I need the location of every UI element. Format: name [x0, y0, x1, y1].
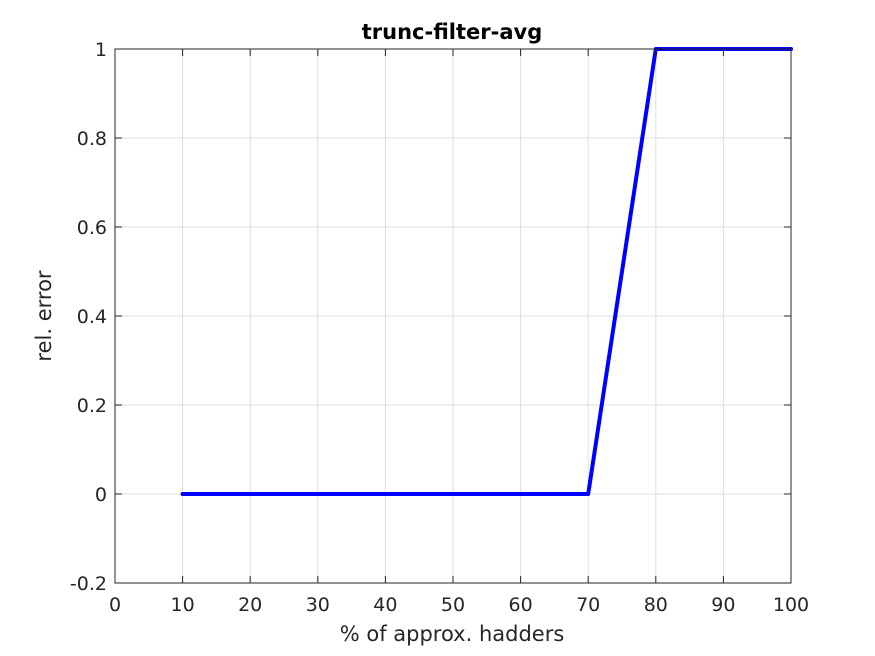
y-tick-label: 0.8 — [77, 128, 107, 150]
x-tick-label: 90 — [711, 594, 735, 616]
x-tick-labels: 0 10 20 30 40 50 60 70 80 90 100 — [109, 594, 809, 616]
x-tick-label: 10 — [171, 594, 195, 616]
x-axis-label: % of approx. hadders — [340, 622, 565, 646]
x-tick-label: 80 — [644, 594, 668, 616]
x-tick-label: 0 — [109, 594, 121, 616]
x-tick-label: 60 — [509, 594, 533, 616]
chart-title: trunc-filter-avg — [362, 20, 542, 44]
y-tick-label: -0.2 — [70, 573, 107, 595]
x-tick-label: 40 — [373, 594, 397, 616]
y-tick-label: 0 — [95, 484, 107, 506]
x-tick-label: 70 — [576, 594, 600, 616]
x-tick-label: 50 — [441, 594, 465, 616]
y-tick-labels: -0.2 0 0.2 0.4 0.6 0.8 1 — [70, 39, 107, 595]
y-tick-label: 0.4 — [77, 306, 107, 328]
x-tick-label: 20 — [238, 594, 262, 616]
x-tick-label: 100 — [773, 594, 809, 616]
y-tick-label: 0.6 — [77, 217, 107, 239]
tick-marks — [114, 48, 792, 584]
x-tick-label: 30 — [306, 594, 330, 616]
y-tick-label: 1 — [95, 39, 107, 61]
y-tick-label: 0.2 — [77, 395, 107, 417]
y-axis-label: rel. error — [32, 270, 56, 361]
